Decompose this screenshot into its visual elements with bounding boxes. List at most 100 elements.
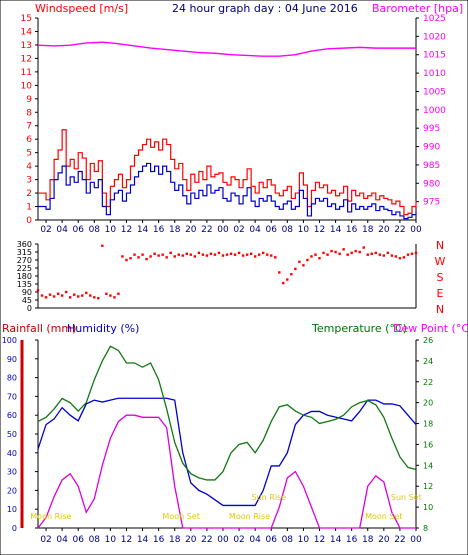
humidity-y-tick-label: 10 — [7, 505, 17, 514]
event-label: Moon Rise — [30, 512, 71, 521]
series-humidity — [37, 397, 417, 507]
direction-point — [44, 296, 48, 299]
direction-point — [253, 255, 257, 258]
temp-y-tick-label: 8 — [423, 524, 428, 533]
x-tick-label: 20 — [378, 225, 390, 235]
humidity-y-tick-label: 60 — [7, 411, 17, 420]
direction-point — [326, 253, 329, 256]
x-tick-label: 10 — [105, 225, 117, 235]
direction-point — [358, 250, 361, 254]
series-dew-point — [37, 414, 416, 529]
dir-y-tick-label: 180 — [17, 272, 32, 281]
direction-point — [310, 255, 313, 258]
humidity-label: Humidity (%) — [67, 322, 139, 335]
wind-y-tick-label: 11 — [21, 68, 32, 78]
temp-y-tick-label: 18 — [423, 420, 433, 429]
direction-point — [60, 294, 64, 297]
temp-humidity-chart: 0102030405060708090100810121416182022242… — [2, 336, 433, 545]
x-tick-label: 16 — [153, 535, 165, 545]
x-tick-label: 16 — [153, 225, 165, 235]
direction-point — [197, 251, 201, 255]
direction-point — [81, 294, 84, 297]
direction-point — [85, 291, 88, 295]
x-tick-label: 18 — [169, 225, 181, 235]
direction-point — [229, 252, 233, 255]
direction-point — [270, 254, 273, 257]
x-tick-label: 18 — [362, 535, 374, 545]
series-temperature — [37, 345, 417, 481]
event-label: Moon Rise — [229, 512, 270, 521]
direction-point — [89, 294, 92, 297]
x-tick-label: 14 — [137, 535, 149, 545]
direction-point — [117, 292, 120, 295]
x-tick-label: 22 — [201, 535, 212, 545]
x-tick-label: 00 — [217, 535, 229, 545]
direction-point — [141, 253, 144, 256]
x-tick-label: 14 — [137, 225, 149, 235]
x-tick-label: 04 — [56, 535, 68, 545]
series-barometer — [37, 41, 416, 57]
baro-y-tick-label: 1010 — [423, 69, 446, 79]
direction-point — [286, 278, 289, 281]
direction-point — [48, 293, 52, 296]
direction-point — [406, 253, 410, 256]
wind-chart: 0123456789101112131415975980985990995100… — [21, 14, 447, 235]
direction-point — [221, 254, 225, 257]
direction-point — [165, 256, 168, 259]
direction-point — [169, 251, 172, 255]
direction-point — [177, 253, 180, 256]
humidity-y-tick-label: 80 — [7, 374, 17, 383]
humidity-y-tick-label: 100 — [2, 336, 17, 345]
graph-title: 24 hour graph day : 04 June 2016 — [172, 2, 358, 15]
x-tick-label: 10 — [298, 535, 310, 545]
direction-point — [149, 255, 152, 258]
direction-point — [133, 253, 136, 256]
x-tick-label: 06 — [266, 535, 278, 545]
baro-y-tick-label: 980 — [423, 179, 440, 189]
direction-point — [193, 255, 197, 258]
direction-point — [346, 253, 349, 256]
baro-y-tick-label: 1015 — [423, 51, 446, 61]
direction-point — [97, 297, 100, 300]
dir-y-tick-label: 0 — [27, 304, 32, 313]
x-tick-label: 00 — [410, 535, 422, 545]
direction-point — [201, 253, 205, 256]
direction-point — [394, 255, 398, 258]
direction-point — [205, 254, 209, 257]
x-tick-label: 10 — [298, 225, 310, 235]
baro-y-tick-label: 1000 — [423, 106, 446, 116]
compass-label: E — [437, 287, 444, 300]
direction-point — [290, 273, 293, 276]
temp-y-tick-label: 10 — [423, 503, 433, 512]
x-tick-label: 20 — [185, 225, 197, 235]
dir-y-tick-label: 45 — [22, 296, 32, 305]
direction-point — [237, 251, 241, 255]
wind-y-tick-label: 0 — [26, 216, 32, 226]
direction-point — [414, 251, 418, 255]
temp-y-tick-label: 12 — [423, 482, 433, 491]
windspeed-title: Windspeed [m/s] — [35, 2, 128, 15]
x-tick-label: 00 — [410, 225, 422, 235]
direction-point — [249, 252, 253, 255]
direction-point — [157, 254, 160, 257]
direction-point — [241, 254, 245, 257]
dir-y-tick-label: 225 — [17, 264, 32, 273]
x-tick-label: 06 — [266, 225, 278, 235]
x-tick-label: 20 — [378, 535, 390, 545]
event-label: Moon Set — [365, 512, 402, 521]
wind-y-tick-label: 12 — [21, 54, 32, 64]
event-label: Sun Set — [391, 493, 422, 502]
temp-y-tick-label: 20 — [423, 399, 433, 408]
dir-y-tick-label: 270 — [17, 256, 32, 265]
direction-point — [161, 253, 164, 256]
wind-y-tick-label: 14 — [21, 27, 33, 37]
x-tick-label: 14 — [330, 225, 342, 235]
x-tick-label: 22 — [394, 225, 405, 235]
temperature-label: Temperature (°C) — [311, 322, 407, 335]
direction-point — [105, 292, 108, 295]
baro-y-tick-label: 1020 — [423, 32, 446, 42]
direction-point — [109, 294, 112, 297]
